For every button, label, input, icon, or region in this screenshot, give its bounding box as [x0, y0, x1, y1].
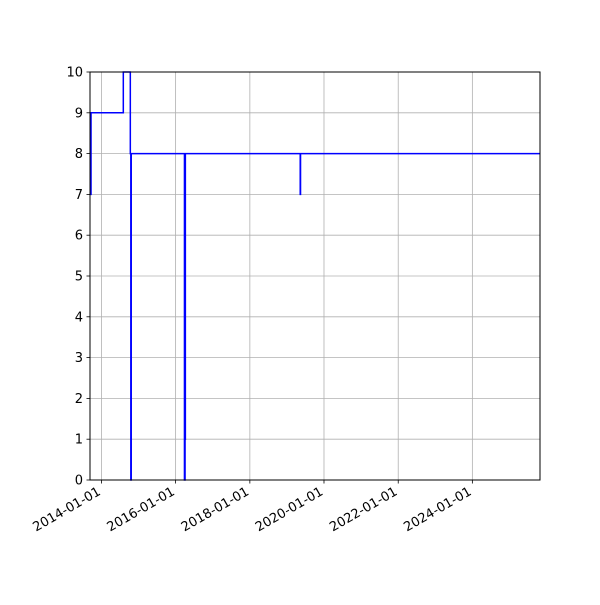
y-tick-label: 7: [75, 188, 83, 203]
y-tick-label: 0: [75, 474, 83, 489]
grid: [90, 71, 540, 481]
x-tick-label: 2024-01-01: [401, 484, 474, 535]
series-line: [90, 71, 540, 481]
series-layer: [90, 71, 540, 481]
y-tick-label: 4: [75, 310, 83, 325]
x-tick-label: 2016-01-01: [105, 484, 178, 535]
y-tick-label: 5: [75, 270, 83, 285]
x-axis: 2014-01-01 2016-01-01 2018-01-01 2020-01-01…: [31, 480, 474, 535]
y-tick-label: 9: [75, 106, 83, 121]
y-tick-label: 3: [75, 351, 83, 366]
y-tick-label: 1: [75, 433, 83, 448]
x-tick-label: 2018-01-01: [179, 484, 252, 535]
x-tick-label: 2020-01-01: [253, 484, 326, 535]
y-tick-label: 10: [66, 66, 83, 81]
x-tick-label: 2022-01-01: [327, 484, 400, 535]
y-tick-label: 2: [75, 392, 83, 407]
y-tick-label: 6: [75, 229, 83, 244]
x-tick-label: 2014-01-01: [31, 484, 104, 535]
y-tick-label: 8: [75, 147, 83, 162]
y-axis: 0 1 2 3 4 5 6 7 8 9 10: [66, 66, 90, 489]
